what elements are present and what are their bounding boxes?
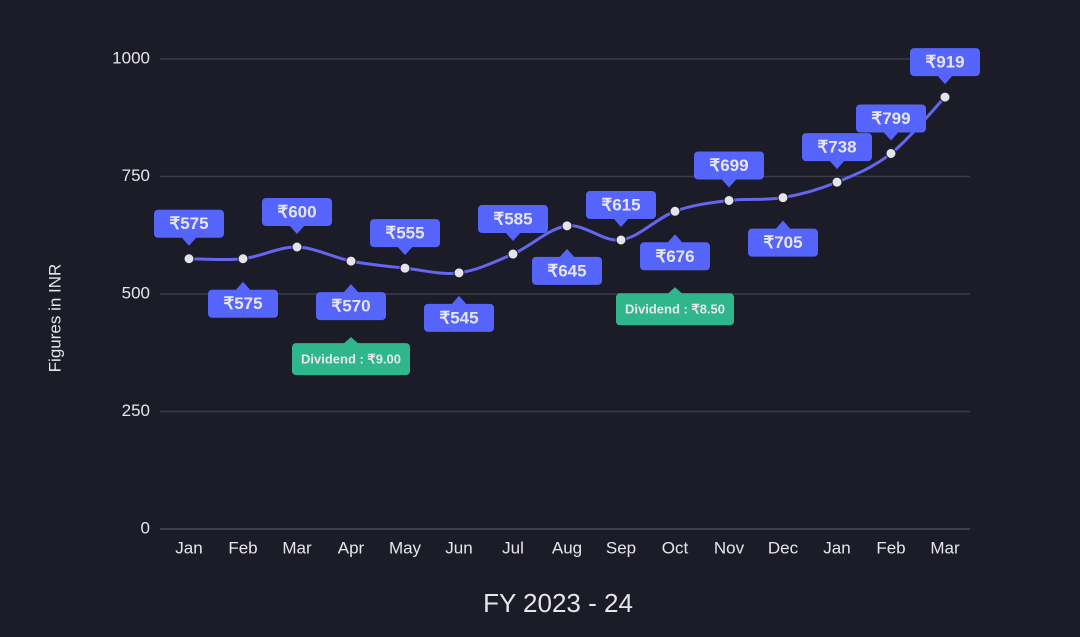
x-tick-label: May — [389, 538, 422, 557]
value-label-text: ₹570 — [331, 297, 370, 316]
value-label-pointer — [829, 160, 845, 170]
dividend-label — [292, 343, 410, 376]
value-label — [262, 198, 332, 226]
value-label-text: ₹545 — [439, 308, 478, 327]
value-label-pointer — [937, 75, 953, 85]
x-tick-label: Feb — [228, 538, 257, 557]
value-label-pointer — [397, 246, 413, 256]
value-label-pointer — [505, 232, 521, 242]
point — [183, 253, 195, 265]
point — [669, 205, 681, 217]
value-label-pointer — [289, 225, 305, 234]
value-label — [424, 303, 494, 332]
value-label-pointer — [667, 234, 683, 244]
x-tick-label: Oct — [662, 538, 689, 557]
point — [507, 248, 519, 260]
value-label-text: ₹575 — [169, 214, 208, 233]
x-tick-label: Aug — [552, 538, 582, 557]
value-label-pointer — [559, 248, 575, 258]
value-label-pointer — [883, 131, 899, 141]
point — [831, 176, 843, 188]
x-tick-label: Mar — [930, 538, 960, 557]
dividend-label — [616, 293, 734, 326]
value-label-pointer — [181, 236, 197, 246]
value-label-text: ₹555 — [385, 224, 424, 243]
value-label-text: ₹575 — [223, 294, 262, 313]
value-label-text: ₹799 — [871, 109, 910, 128]
x-tick-label: Sep — [606, 538, 636, 557]
x-tick-label: Jul — [502, 538, 524, 557]
point — [453, 267, 465, 279]
value-label — [478, 205, 548, 234]
value-label — [910, 48, 980, 77]
value-label-pointer — [343, 284, 359, 294]
x-tick-label: Apr — [338, 538, 365, 557]
value-label-text: ₹645 — [547, 261, 586, 280]
value-label — [640, 242, 710, 271]
value-label-text: ₹615 — [601, 195, 640, 214]
value-label — [370, 219, 440, 248]
point — [561, 220, 573, 232]
point — [723, 194, 735, 206]
value-label-text: ₹585 — [493, 210, 532, 229]
point — [237, 253, 249, 265]
y-tick-label: 750 — [122, 166, 150, 185]
x-tick-label: Mar — [282, 538, 312, 557]
value-label — [532, 256, 602, 285]
point — [345, 255, 357, 267]
value-label — [316, 292, 386, 321]
value-label — [748, 228, 818, 257]
x-tick-label: Jan — [823, 538, 850, 557]
y-tick-label: 500 — [122, 283, 150, 302]
x-tick-label: Feb — [876, 538, 905, 557]
value-label — [856, 104, 926, 133]
value-label-text: ₹738 — [817, 138, 856, 157]
point — [777, 192, 789, 204]
value-label — [586, 190, 656, 219]
value-label-text: ₹919 — [925, 53, 964, 72]
x-axis-title: FY 2023 - 24 — [483, 588, 633, 618]
x-tick-label: Jan — [175, 538, 202, 557]
value-label-pointer — [775, 220, 791, 230]
value-label — [694, 151, 764, 180]
value-label-pointer — [235, 281, 251, 291]
y-tick-label: 0 — [141, 518, 150, 537]
value-label-text: ₹676 — [655, 247, 694, 266]
dividend-label-text: Dividend : ₹8.50 — [625, 302, 725, 317]
value-label-text: ₹699 — [709, 156, 748, 175]
dividend-label-text: Dividend : ₹9.00 — [301, 352, 401, 367]
value-label-pointer — [613, 217, 629, 227]
value-label — [208, 289, 278, 318]
value-label-text: ₹705 — [763, 233, 802, 252]
x-tick-label: Nov — [714, 538, 745, 557]
y-axis-title: Figures in INR — [45, 264, 64, 373]
point — [291, 241, 303, 253]
y-tick-label: 250 — [122, 401, 150, 420]
value-label-pointer — [451, 295, 467, 305]
x-tick-label: Jun — [445, 538, 472, 557]
value-label-text: ₹600 — [277, 202, 316, 221]
point — [885, 147, 897, 159]
y-tick-label: 1000 — [112, 48, 150, 67]
value-label — [154, 209, 224, 238]
value-label — [802, 133, 872, 162]
point — [939, 91, 951, 103]
value-label-pointer — [721, 178, 737, 188]
dividend-label-pointer — [343, 337, 359, 345]
dividend-label-pointer — [667, 287, 683, 295]
x-tick-label: Dec — [768, 538, 799, 557]
point — [399, 262, 411, 274]
point — [615, 234, 627, 246]
